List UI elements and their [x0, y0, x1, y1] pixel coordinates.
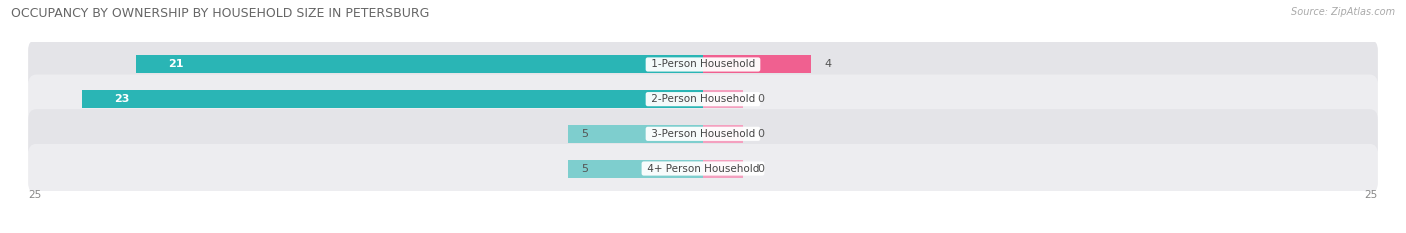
- Bar: [568, 160, 703, 178]
- Text: 4: 4: [824, 59, 831, 69]
- Text: Source: ZipAtlas.com: Source: ZipAtlas.com: [1291, 7, 1395, 17]
- Bar: [703, 160, 744, 178]
- Text: 3-Person Household: 3-Person Household: [648, 129, 758, 139]
- Bar: [136, 55, 703, 73]
- FancyBboxPatch shape: [28, 144, 1378, 193]
- Text: 25: 25: [28, 190, 41, 200]
- Text: 0: 0: [756, 94, 763, 104]
- Bar: [703, 125, 744, 143]
- Text: 0: 0: [756, 164, 763, 174]
- Bar: [703, 55, 811, 73]
- Text: 25: 25: [1365, 190, 1378, 200]
- Text: 23: 23: [114, 94, 129, 104]
- Text: 2-Person Household: 2-Person Household: [648, 94, 758, 104]
- Bar: [703, 90, 744, 108]
- FancyBboxPatch shape: [28, 40, 1378, 89]
- FancyBboxPatch shape: [28, 75, 1378, 124]
- Bar: [82, 90, 703, 108]
- Text: 0: 0: [756, 129, 763, 139]
- Text: 1-Person Household: 1-Person Household: [648, 59, 758, 69]
- Text: 5: 5: [582, 164, 589, 174]
- Text: 4+ Person Household: 4+ Person Household: [644, 164, 762, 174]
- Text: 21: 21: [169, 59, 184, 69]
- Text: 5: 5: [582, 129, 589, 139]
- Bar: [568, 125, 703, 143]
- FancyBboxPatch shape: [28, 109, 1378, 158]
- Text: OCCUPANCY BY OWNERSHIP BY HOUSEHOLD SIZE IN PETERSBURG: OCCUPANCY BY OWNERSHIP BY HOUSEHOLD SIZE…: [11, 7, 430, 20]
